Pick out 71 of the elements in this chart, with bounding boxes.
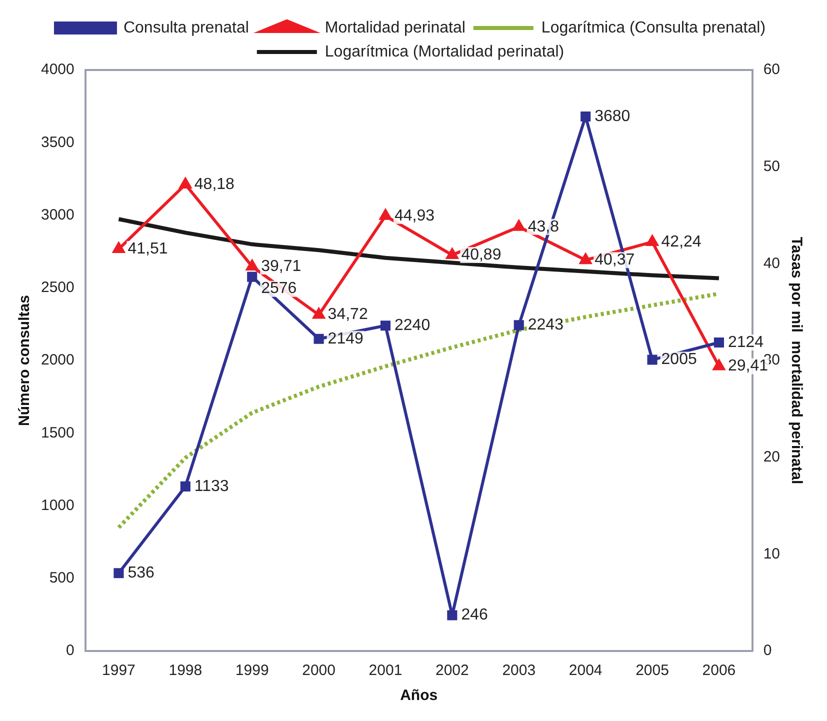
legend-label: Mortalidad perinatal bbox=[324, 19, 466, 36]
x-tick-label: 1997 bbox=[102, 662, 136, 680]
data-label: 2005 bbox=[661, 351, 697, 368]
point bbox=[447, 610, 458, 620]
x-tick-label: 2001 bbox=[368, 662, 402, 680]
data-label: 2149 bbox=[328, 330, 364, 348]
x-tick-label: 2004 bbox=[568, 662, 602, 680]
data-label: 42,24 bbox=[661, 233, 702, 250]
x-tick-label: 1999 bbox=[235, 662, 269, 680]
data-label: 246 bbox=[461, 606, 488, 624]
y2-axis-title: Tasas por mil mortalidad perinatal bbox=[788, 236, 805, 484]
point bbox=[713, 360, 725, 370]
y-tick-label: 0 bbox=[66, 642, 74, 660]
y-tick-label: 1000 bbox=[40, 496, 74, 514]
point bbox=[446, 248, 458, 260]
data-label: 40,89 bbox=[461, 246, 502, 264]
point bbox=[380, 320, 391, 331]
y-axis-title: Número consultas bbox=[16, 295, 34, 426]
point bbox=[580, 111, 591, 122]
y2-tick-label: 20 bbox=[763, 448, 780, 466]
data-label: 39,71 bbox=[261, 258, 302, 275]
point bbox=[180, 481, 190, 492]
y-tick-label: 1500 bbox=[40, 424, 74, 442]
x-tick-label: 2002 bbox=[436, 662, 469, 680]
point bbox=[646, 235, 658, 246]
y2-tick-label: 10 bbox=[763, 545, 780, 562]
data-label: 40,37 bbox=[594, 251, 635, 268]
legend-label: Consulta prenatal bbox=[123, 19, 249, 36]
point bbox=[246, 260, 258, 270]
point bbox=[312, 308, 325, 319]
point bbox=[513, 220, 525, 231]
point bbox=[514, 320, 524, 330]
x-tick-label: 2006 bbox=[702, 662, 736, 680]
x-tick-label: 1998 bbox=[168, 662, 202, 680]
y-tick-label: 3000 bbox=[40, 206, 74, 224]
point bbox=[114, 568, 124, 578]
y-tick-label: 3500 bbox=[40, 134, 74, 151]
y2-tick-label: 50 bbox=[763, 158, 780, 175]
y-tick-label: 4000 bbox=[40, 61, 74, 78]
y2-tick-label: 60 bbox=[763, 61, 780, 78]
legend-label: Logarítmica (Mortalidad perinatal) bbox=[324, 43, 564, 60]
y2-tick-label: 40 bbox=[763, 254, 780, 272]
data-label: 536 bbox=[128, 564, 155, 582]
point bbox=[714, 337, 724, 348]
point bbox=[247, 272, 258, 282]
point bbox=[112, 242, 125, 254]
legend-label: Logarítmica (Consulta prenatal) bbox=[541, 19, 766, 36]
x-axis-title: Años bbox=[400, 687, 438, 704]
point bbox=[314, 334, 324, 344]
data-label: 3680 bbox=[594, 108, 630, 125]
data-label: 34,72 bbox=[328, 306, 368, 324]
data-label: 41,51 bbox=[128, 240, 168, 258]
x-tick-label: 2003 bbox=[502, 662, 536, 680]
x-tick-label: 2000 bbox=[302, 662, 336, 680]
y-tick-label: 500 bbox=[49, 570, 74, 587]
y-tick-label: 2000 bbox=[40, 352, 74, 369]
data-label: 2576 bbox=[261, 280, 297, 298]
y2-tick-label: 0 bbox=[763, 642, 772, 660]
y-tick-label: 2500 bbox=[40, 279, 74, 296]
data-label: 44,93 bbox=[394, 207, 435, 224]
data-label: 48,18 bbox=[194, 176, 235, 193]
x-tick-label: 2005 bbox=[636, 662, 669, 680]
data-label: 2240 bbox=[394, 317, 430, 334]
point bbox=[180, 178, 192, 188]
data-label: 1133 bbox=[194, 478, 229, 495]
data-label: 2243 bbox=[528, 316, 564, 334]
point bbox=[580, 254, 592, 264]
point bbox=[647, 354, 658, 365]
point bbox=[380, 209, 392, 220]
data-label: 43,8 bbox=[528, 218, 560, 236]
data-label: 2124 bbox=[728, 334, 764, 351]
